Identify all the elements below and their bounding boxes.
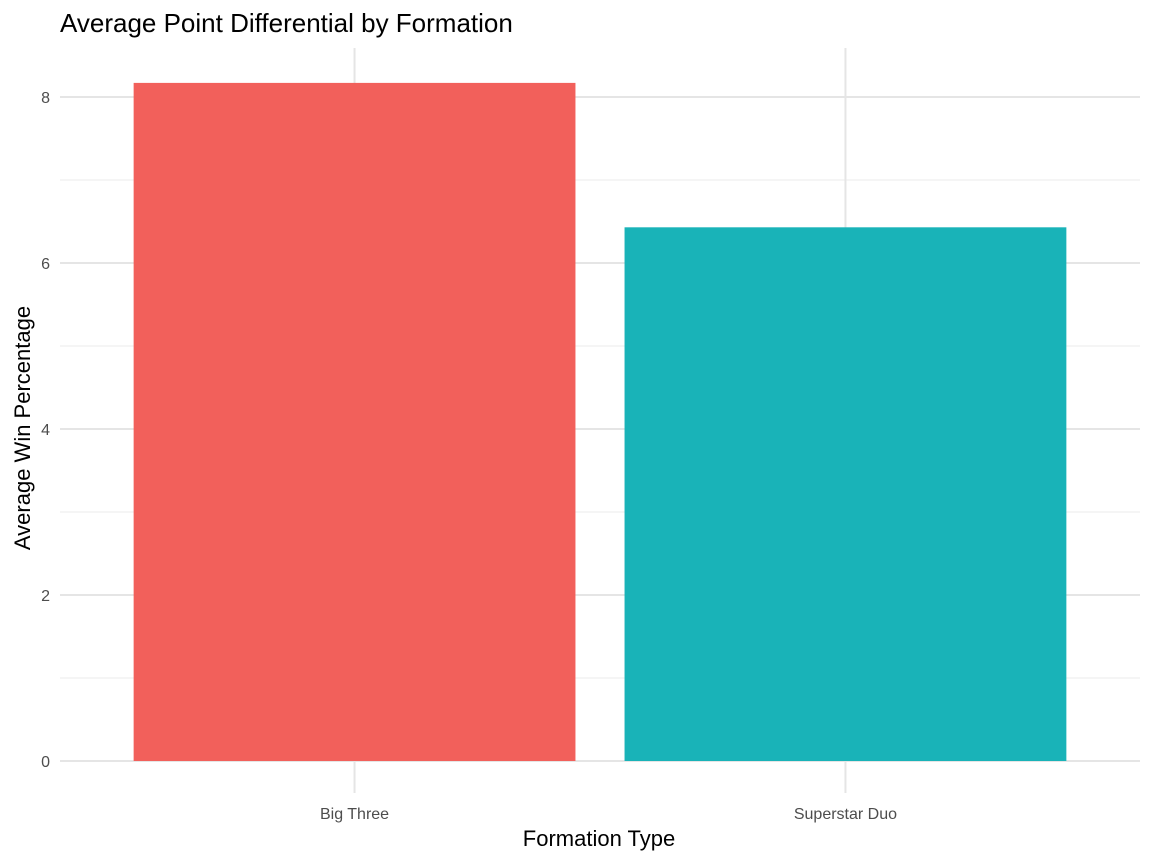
y-tick-label: 2 [41, 588, 50, 605]
y-axis-title: Average Win Percentage [10, 306, 35, 550]
x-axis-ticks: Big Three Superstar Duo [320, 806, 897, 823]
chart-title: Average Point Differential by Formation [60, 8, 513, 38]
y-tick-label: 4 [41, 422, 50, 439]
y-tick-label: 0 [41, 754, 50, 771]
x-tick-label: Superstar Duo [794, 806, 897, 823]
x-axis-title: Formation Type [523, 826, 675, 851]
y-tick-label: 8 [41, 90, 50, 107]
bar-big-three [133, 82, 576, 761]
bar-superstar-duo [624, 227, 1067, 761]
x-tick-label: Big Three [320, 806, 389, 823]
y-axis-ticks: 0 2 4 6 8 [41, 90, 50, 771]
y-tick-label: 6 [41, 256, 50, 273]
bars-layer [133, 82, 1067, 761]
